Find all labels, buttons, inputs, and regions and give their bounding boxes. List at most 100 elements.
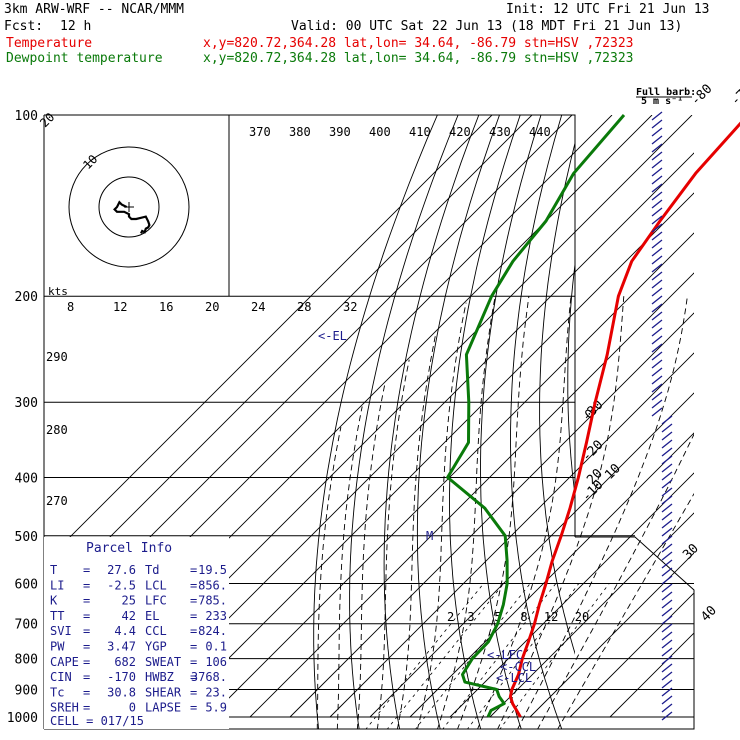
level-annotation: M (426, 529, 433, 543)
parcel-param-value: 42 (122, 609, 136, 623)
pressure-label: 100 (15, 109, 38, 124)
wind-barb (651, 399, 663, 409)
mixing-ratio-line (499, 583, 610, 729)
wind-barb (651, 271, 663, 281)
parcel-equals: = (190, 594, 197, 608)
pressure-label: 700 (15, 618, 38, 633)
wind-barb (651, 383, 663, 393)
moist-adiabat-line (457, 296, 530, 729)
wind-barb (661, 503, 673, 513)
mixing-ratio-label: 5 (494, 610, 501, 624)
parcel-param-name: LI (50, 578, 64, 592)
temperature-legend: Temperature (6, 36, 93, 51)
parcel-equals: = (83, 670, 90, 684)
wind-barb (651, 375, 663, 385)
moist-adiabat-line (316, 427, 342, 729)
hodograph-ring-outer (68, 146, 190, 268)
parcel-param-name: Td (145, 563, 159, 577)
isotherm-line (489, 512, 694, 718)
theta-label: 290 (46, 350, 68, 364)
level-annotation: <-LCL (496, 671, 532, 685)
temperature-profile (508, 121, 740, 718)
full-barb-legend: Full barb: (636, 87, 696, 98)
wind-barb (651, 367, 663, 377)
isotherm-label: 30 (680, 541, 702, 563)
wind-barb (651, 279, 663, 289)
wind-barb (661, 487, 673, 497)
mixing-ratio-line (415, 583, 531, 729)
wind-barb (651, 327, 663, 337)
parcel-param-value: 30.8 (107, 685, 136, 699)
pressure-label: 800 (15, 653, 38, 668)
parcel-param-value: 27.6 (107, 563, 136, 577)
dry-adiabat-line (673, 115, 740, 730)
parcel-param-value: 682 (114, 655, 136, 669)
wind-barb (661, 559, 673, 569)
wind-barb (651, 135, 663, 145)
parcel-param-name: SREH (50, 701, 79, 715)
parcel-param-name: HWBZ (145, 670, 174, 684)
wind-barb (661, 479, 673, 489)
wind-barb (661, 711, 673, 721)
dry-adiabat-line (449, 115, 521, 729)
wind-barb (661, 415, 673, 425)
wind-barb (661, 439, 673, 449)
dry-adiabat-line (480, 115, 542, 729)
parcel-param-name: SVI (50, 624, 72, 638)
parcel-param-value: 856. (198, 578, 227, 592)
hodograph-tick-label: 32 (343, 300, 357, 314)
dry-adiabat-line (383, 115, 480, 729)
level-annotation: <-EL (318, 329, 347, 343)
wind-barb (661, 599, 673, 609)
isotherm-line (609, 632, 694, 718)
parcel-param-value: 25 (122, 594, 136, 608)
wind-barb (661, 543, 673, 553)
theta-label: 390 (329, 125, 351, 139)
parcel-equals: = (190, 685, 197, 699)
isotherm-line (249, 272, 694, 718)
pressure-label: 300 (15, 396, 38, 411)
wind-barb (661, 591, 673, 601)
parcel-equals: = (190, 578, 197, 592)
parcel-param-value: 3.47 (107, 640, 136, 654)
theta-label: 380 (289, 125, 311, 139)
parcel-param-value: 5.9 (205, 701, 227, 715)
parcel-equals: = (83, 609, 90, 623)
parcel-param-name: CCL (145, 624, 167, 638)
wind-barb (661, 471, 673, 481)
wind-barb (651, 183, 663, 193)
dry-adiabat-line (510, 115, 563, 729)
wind-barb (661, 615, 673, 625)
theta-label: 410 (409, 125, 431, 139)
parcel-param-name: TT (50, 609, 64, 623)
level-annotation: <-LFC (487, 648, 523, 662)
wind-barb (661, 703, 673, 713)
parcel-param-name: CIN (50, 670, 72, 684)
parcel-param-value: 4.4 (114, 624, 136, 638)
parcel-param-name: LCL (145, 578, 167, 592)
isotherm-line (44, 115, 493, 564)
wind-barb (661, 639, 673, 649)
parcel-param-name: LFC (145, 594, 167, 608)
wind-barb (651, 335, 663, 345)
wind-barb (651, 167, 663, 177)
parcel-param-value: -2.5 (107, 578, 136, 592)
isotherm-line (209, 232, 694, 718)
parcel-equals: = (83, 640, 90, 654)
dry-adiabat-line (313, 115, 438, 729)
moist-adiabat-line (477, 296, 572, 729)
hodograph-tick-label: 16 (159, 300, 173, 314)
pressure-label: 1000 (7, 711, 38, 726)
wind-barb (651, 239, 663, 249)
dry-adiabat-line (622, 115, 725, 730)
wind-barb (651, 351, 663, 361)
wind-barb (661, 671, 673, 681)
parcel-param-name: K (50, 594, 58, 608)
parcel-param-value: 785. (198, 594, 227, 608)
wind-barb (661, 663, 673, 673)
wind-barb (651, 263, 663, 273)
isotherm-label: -80 (688, 82, 715, 109)
wind-barb (651, 199, 663, 209)
moist-adiabat-line (416, 302, 467, 729)
